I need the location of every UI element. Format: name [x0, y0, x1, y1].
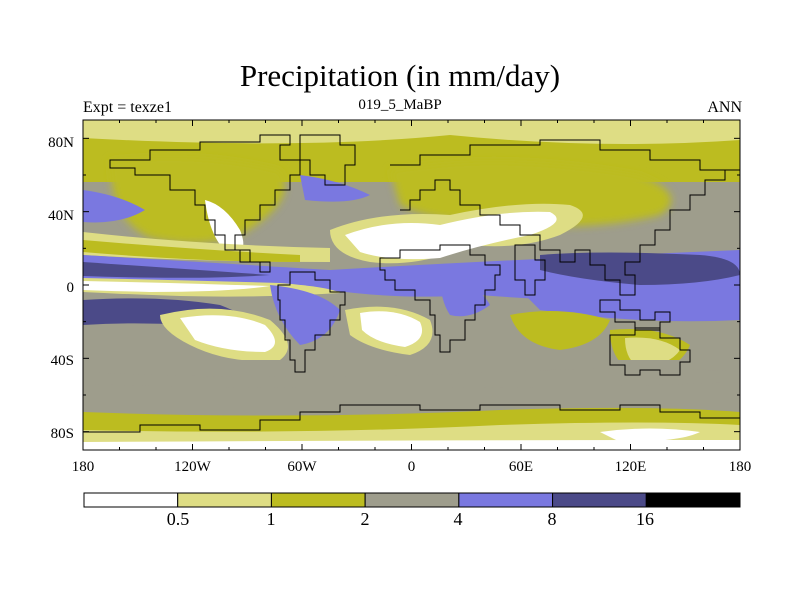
colorbar-box — [645, 492, 741, 508]
season-label: ANN — [707, 99, 742, 116]
colorbar-box — [270, 492, 366, 508]
colorbar-label: 8 — [548, 509, 557, 529]
colorbar-box — [458, 492, 554, 508]
x-tick-label: 60E — [509, 459, 533, 475]
x-tick-label: 180 — [729, 459, 752, 475]
colorbar-box — [177, 492, 272, 508]
colorbar-box — [364, 492, 460, 508]
x-tick-label: 180 — [72, 459, 95, 475]
x-tick-label: 120E — [615, 459, 647, 475]
colorbar-label: 4 — [454, 509, 463, 529]
y-tick-label: 0 — [67, 280, 75, 296]
colorbar-label: 2 — [361, 509, 370, 529]
colorbar-label: 1 — [267, 509, 276, 529]
experiment-label: Expt = texze1 — [83, 99, 172, 116]
period-label: 019_5_MaBP — [358, 97, 442, 113]
x-tick-label: 120W — [174, 459, 212, 475]
colorbar — [83, 492, 741, 508]
x-tick-label: 0 — [408, 459, 416, 475]
y-tick-label: 40N — [48, 208, 74, 224]
x-tick-label: 60W — [287, 459, 317, 475]
y-tick-labels: 80N 40N 0 40S 80S — [48, 135, 74, 442]
axis-ticks — [82, 120, 741, 450]
y-tick-label: 80N — [48, 135, 74, 151]
colorbar-label: 0.5 — [167, 509, 190, 529]
coastlines — [83, 134, 740, 433]
colorbar-label: 16 — [636, 509, 654, 529]
y-tick-label: 40S — [51, 353, 74, 369]
chart-title: Precipitation (in mm/day) — [239, 58, 561, 93]
y-tick-label: 80S — [51, 426, 74, 442]
precipitation-field — [83, 120, 740, 450]
colorbar-box — [552, 492, 647, 508]
colorbar-labels: 0.5 1 2 4 8 16 — [167, 509, 654, 529]
x-tick-labels: 180 120W 60W 0 60E 120E 180 — [72, 459, 752, 475]
colorbar-box — [83, 492, 179, 508]
